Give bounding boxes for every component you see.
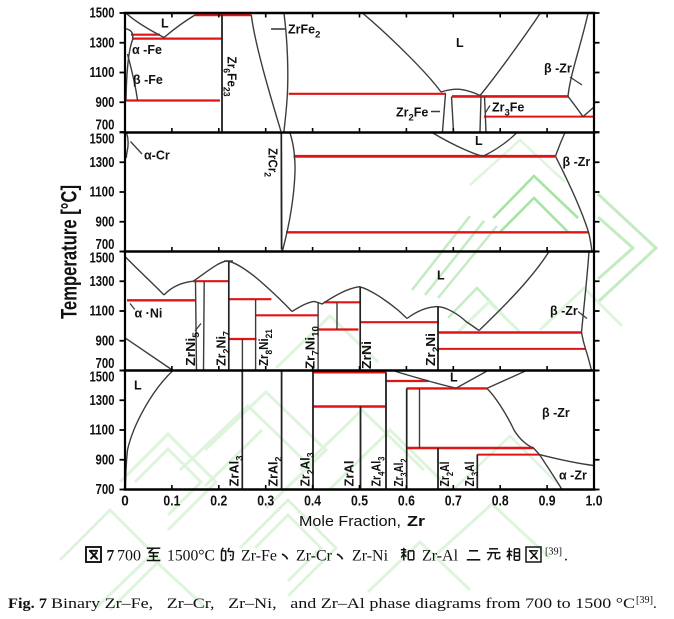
svg-text:0.4: 0.4 <box>304 493 322 510</box>
svg-text:Zr-Fe: Zr-Fe <box>241 548 277 565</box>
svg-text:700: 700 <box>96 236 115 253</box>
svg-text:1.0: 1.0 <box>586 493 603 510</box>
svg-text:700: 700 <box>117 548 141 565</box>
svg-text:α -Fe: α -Fe <box>132 43 162 57</box>
svg-text:[39]: [39] <box>545 547 562 558</box>
svg-text:Zr2Ni7: Zr2Ni7 <box>214 331 233 366</box>
svg-text:β -Zr: β -Zr <box>563 155 591 169</box>
svg-text:Zr6Fe23: Zr6Fe23 <box>221 57 240 97</box>
svg-text:Zr2Al3: Zr2Al3 <box>298 453 317 487</box>
svg-text:1500: 1500 <box>90 5 115 22</box>
svg-text:1100: 1100 <box>90 422 115 439</box>
svg-text:Mole Fraction, Zr: Mole Fraction, Zr <box>299 514 425 530</box>
svg-text:700: 700 <box>96 481 115 498</box>
svg-text:.: . <box>564 548 568 565</box>
svg-text:Temperature [°C]: Temperature [°C] <box>57 185 82 319</box>
svg-text:7: 7 <box>107 548 115 565</box>
svg-text:ZrCr2: ZrCr2 <box>262 148 281 177</box>
svg-text:Zr-Ni: Zr-Ni <box>352 548 389 565</box>
svg-text:Zr-Cr: Zr-Cr <box>296 548 333 565</box>
svg-text:0.9: 0.9 <box>539 493 556 510</box>
svg-text:1500°C: 1500°C <box>167 548 215 565</box>
svg-text:β -Zr: β -Zr <box>544 62 572 76</box>
svg-text:700: 700 <box>96 355 115 372</box>
svg-text:Zr2Ni: Zr2Ni <box>423 333 442 366</box>
svg-text:β -Zr: β -Zr <box>542 406 570 420</box>
svg-text:1500: 1500 <box>90 131 115 148</box>
svg-text:L: L <box>456 36 464 50</box>
svg-text:700: 700 <box>96 117 115 134</box>
svg-text:Zr3Al: Zr3Al <box>462 462 481 487</box>
svg-text:Zr2Fe: Zr2Fe <box>396 106 428 124</box>
svg-text:1100: 1100 <box>90 184 115 201</box>
svg-text:ZrNi5: ZrNi5 <box>183 331 202 366</box>
svg-text:β -Fe: β -Fe <box>133 73 163 87</box>
svg-text:ZrAl3: ZrAl3 <box>227 456 246 487</box>
svg-text:α ·Ni: α ·Ni <box>135 307 163 321</box>
svg-text:Zr3Al2: Zr3Al2 <box>391 459 410 487</box>
svg-text:1500: 1500 <box>90 369 115 386</box>
svg-text:ZrNi: ZrNi <box>359 341 374 369</box>
svg-text:Zr4Al3: Zr4Al3 <box>369 457 388 487</box>
svg-text:1300: 1300 <box>90 392 115 409</box>
svg-text:L: L <box>134 379 142 393</box>
svg-text:900: 900 <box>96 332 115 349</box>
svg-text:900: 900 <box>96 213 115 230</box>
svg-text:Zr2Al: Zr2Al <box>437 462 456 487</box>
svg-text:0.8: 0.8 <box>492 493 509 510</box>
svg-text:L: L <box>437 269 445 283</box>
svg-text:1300: 1300 <box>90 34 115 51</box>
svg-text:1300: 1300 <box>90 154 115 171</box>
svg-text:L: L <box>161 17 169 31</box>
svg-text:Zr-Al: Zr-Al <box>422 548 458 565</box>
svg-text:α-Cr: α-Cr <box>144 149 170 163</box>
svg-text:0.1: 0.1 <box>163 493 180 510</box>
svg-text:0.5: 0.5 <box>351 493 368 510</box>
svg-text:0.2: 0.2 <box>210 493 227 510</box>
svg-text:ZrAl2: ZrAl2 <box>266 457 285 487</box>
svg-text:1100: 1100 <box>90 64 115 81</box>
svg-text:β -Zr: β -Zr <box>550 304 578 318</box>
svg-text:900: 900 <box>96 94 115 111</box>
svg-text:1300: 1300 <box>90 273 115 290</box>
svg-text:0: 0 <box>121 493 129 510</box>
svg-text:0.3: 0.3 <box>257 493 274 510</box>
svg-text:900: 900 <box>96 451 115 468</box>
svg-text:0.7: 0.7 <box>445 493 462 510</box>
svg-text:Zr3Fe: Zr3Fe <box>492 101 524 119</box>
svg-text:L: L <box>475 134 483 148</box>
svg-text:ZrAl: ZrAl <box>342 461 357 487</box>
svg-text:ZrFe2: ZrFe2 <box>288 23 320 41</box>
svg-text:1500: 1500 <box>90 250 115 267</box>
svg-text:1100: 1100 <box>90 303 115 320</box>
svg-text:α -Zr: α -Zr <box>559 469 587 483</box>
svg-text:L: L <box>450 371 458 385</box>
svg-text:0.6: 0.6 <box>398 493 415 510</box>
